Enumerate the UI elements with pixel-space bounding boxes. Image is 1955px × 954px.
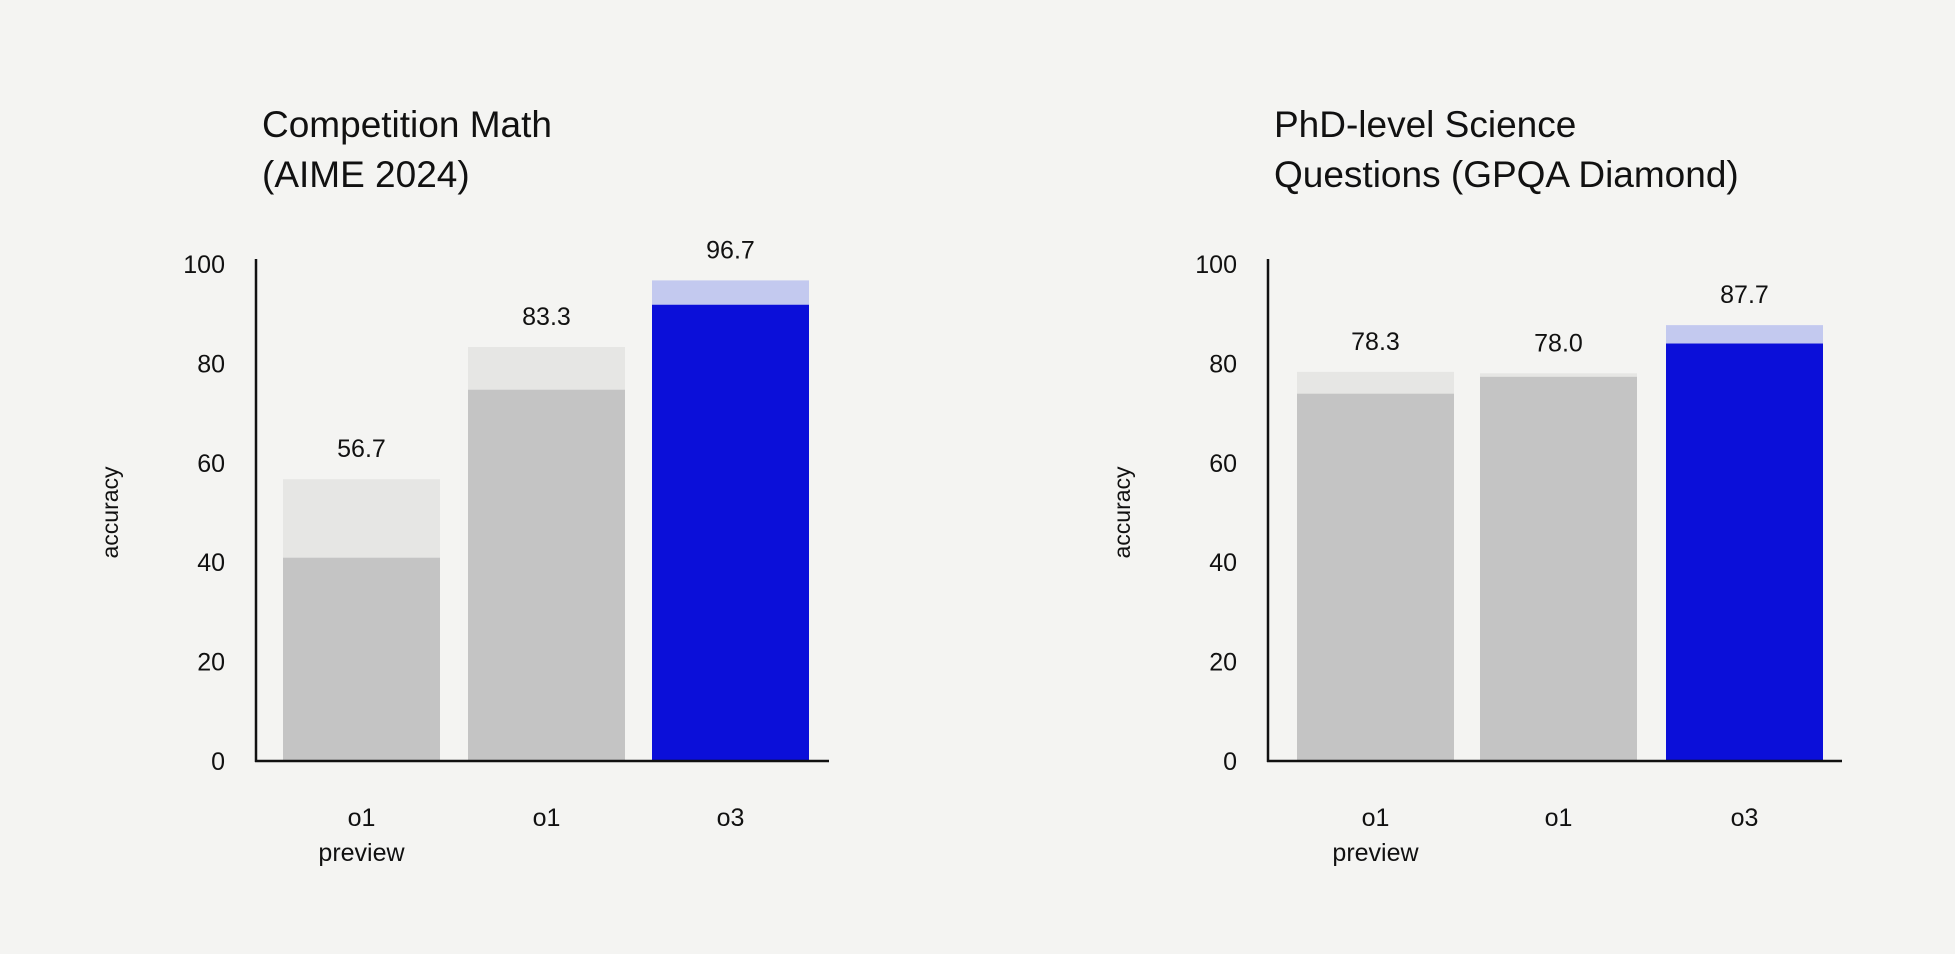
chart-title-line: Competition Math [262,104,552,145]
y-tick-label: 60 [1209,450,1237,478]
x-tick-label: o1 [533,804,561,832]
bar-value-label: 78.0 [1534,329,1583,357]
bar-value-label: 83.3 [522,303,571,331]
x-tick-label: o3 [717,804,745,832]
bar-inner [1297,393,1454,761]
x-tick-label: o1 [1545,804,1573,832]
bar-inner [1666,343,1823,761]
y-tick-label: 20 [197,649,225,677]
chart-title-line: (AIME 2024) [262,154,470,195]
x-tick-label: o1 [1362,804,1390,832]
y-tick-label: 0 [1223,748,1237,776]
y-tick-label: 60 [197,450,225,478]
x-tick-label: preview [1332,839,1419,867]
y-axis-label: accuracy [97,466,123,559]
bar-value-label: 96.7 [706,236,755,264]
y-tick-label: 40 [197,549,225,577]
bar-inner [283,557,440,761]
y-tick-label: 40 [1209,549,1237,577]
y-tick-label: 80 [197,350,225,378]
chart-2: PhD-level Science Questions (GPQA Diamond… [1109,104,1842,867]
bar-value-label: 78.3 [1351,328,1400,356]
y-tick-label: 0 [211,748,225,776]
bar-value-label: 56.7 [337,435,386,463]
chart-1: Competition Math (AIME 2024) accuracy 0 20 40… [97,104,829,867]
y-tick-label: 80 [1209,350,1237,378]
bar-inner [468,389,625,761]
x-tick-label: preview [318,839,405,867]
y-tick-label: 100 [183,251,225,279]
chart-title-line: PhD-level Science [1274,104,1576,145]
y-axis-label: accuracy [1109,466,1135,559]
bar-value-label: 87.7 [1720,281,1769,309]
chart-title-line: Questions (GPQA Diamond) [1274,154,1739,195]
x-tick-label: o1 [348,804,376,832]
bar-inner [652,304,809,761]
x-tick-label: o3 [1731,804,1759,832]
y-tick-label: 20 [1209,649,1237,677]
y-tick-label: 100 [1195,251,1237,279]
bar-inner [1480,376,1637,761]
